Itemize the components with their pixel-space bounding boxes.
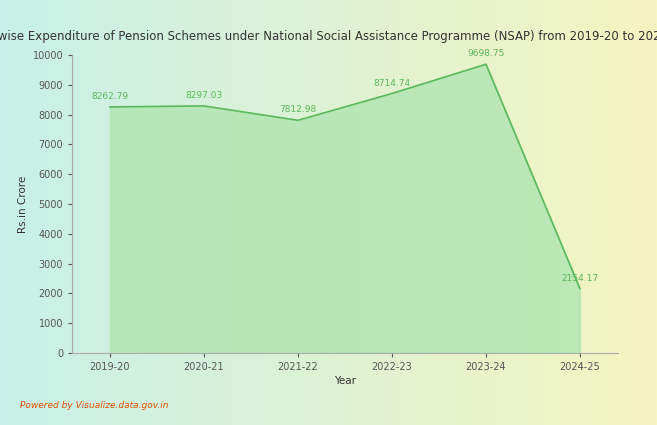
Legend: Expenditure: Expenditure — [297, 423, 393, 425]
Text: 7812.98: 7812.98 — [279, 105, 317, 114]
Text: 8714.74: 8714.74 — [373, 79, 411, 88]
Text: 8297.03: 8297.03 — [185, 91, 223, 100]
X-axis label: Year: Year — [334, 376, 356, 386]
Y-axis label: Rs.in Crore: Rs.in Crore — [18, 176, 28, 232]
Text: Year-wise Expenditure of Pension Schemes under National Social Assistance Progra: Year-wise Expenditure of Pension Schemes… — [0, 30, 657, 43]
Text: 9698.75: 9698.75 — [467, 49, 505, 58]
Text: 2154.17: 2154.17 — [562, 274, 599, 283]
Text: 8262.79: 8262.79 — [91, 92, 128, 101]
Text: Powered by Visualize.data.gov.in: Powered by Visualize.data.gov.in — [20, 401, 168, 410]
